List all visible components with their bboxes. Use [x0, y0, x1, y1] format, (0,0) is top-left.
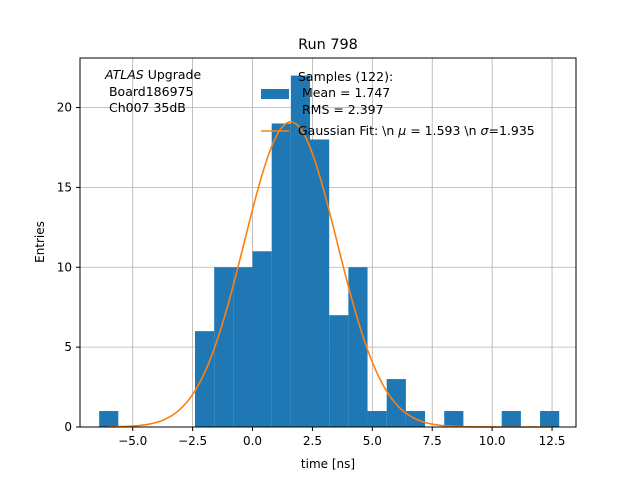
histogram-bar	[233, 267, 253, 427]
plot-area-frame	[79, 57, 577, 428]
histogram-bar	[444, 411, 464, 427]
chart-title: Run 798	[298, 37, 358, 53]
atlas-annotation: ATLAS Upgrade Board186975 Ch007 35dB	[104, 67, 201, 115]
legend-fit-mu-value: = 1.593 \n	[406, 123, 480, 138]
legend-fit-label: Gaussian Fit: \n μ = 1.593 \n σ=1.935	[298, 123, 535, 138]
legend-fit-sigma-value: =1.935	[488, 123, 534, 138]
histogram-bar	[540, 411, 560, 427]
histogram-bar	[252, 251, 272, 427]
atlas-annotation-channel: Ch007 35dB	[105, 100, 186, 115]
histogram-bar	[271, 123, 291, 428]
histogram-bar	[367, 411, 387, 427]
y-axis-label: Entries	[33, 221, 47, 263]
x-tick-label: 12.5	[539, 434, 566, 448]
legend-fit-sigma-symbol: σ	[481, 123, 490, 138]
histogram-bar	[214, 267, 234, 427]
x-tick-label: 5.0	[363, 434, 382, 448]
x-tick-label: 0.0	[243, 434, 262, 448]
histogram-bar	[99, 411, 119, 427]
histogram-bar	[329, 315, 349, 427]
histogram-bar	[348, 267, 368, 427]
x-tick-label: 2.5	[303, 434, 322, 448]
histogram-bar	[501, 411, 521, 427]
atlas-upgrade-label: Upgrade	[144, 67, 202, 82]
x-tick-label: 7.5	[423, 434, 442, 448]
x-tick-label: −5.0	[118, 434, 147, 448]
y-tick-label: 15	[57, 180, 72, 194]
atlas-italic-label: ATLAS	[104, 67, 144, 82]
histogram-bar	[310, 139, 330, 427]
y-axis-ticks: 0 5 10 15 20	[57, 101, 80, 434]
y-tick-label: 5	[64, 340, 72, 354]
atlas-annotation-board: Board186975	[105, 84, 193, 99]
legend-samples-swatch	[261, 89, 289, 99]
x-tick-label: −2.5	[178, 434, 207, 448]
legend-samples-rms: RMS = 2.397	[298, 102, 384, 117]
histogram-bar	[195, 331, 215, 427]
histogram-bars	[99, 75, 560, 428]
legend-fit-mu-symbol: μ	[397, 123, 406, 138]
histogram-bar	[290, 75, 311, 428]
x-axis-label: time [ns]	[301, 457, 355, 471]
y-tick-label: 10	[57, 260, 72, 274]
x-tick-label: 10.0	[479, 434, 506, 448]
y-tick-label: 0	[64, 420, 72, 434]
legend: Samples (122): Mean = 1.747 RMS = 2.397 …	[261, 69, 535, 138]
y-tick-label: 20	[57, 101, 72, 115]
legend-samples-mean: Mean = 1.747	[298, 85, 390, 100]
legend-samples-count: Samples (122):	[298, 69, 393, 84]
legend-fit-prefix: Gaussian Fit: \n	[298, 123, 398, 138]
atlas-annotation-line-1: ATLAS Upgrade	[104, 67, 201, 82]
x-axis-ticks: −5.0 −2.5 0.0 2.5 5.0 7.5 10.0 12.5	[118, 427, 565, 448]
